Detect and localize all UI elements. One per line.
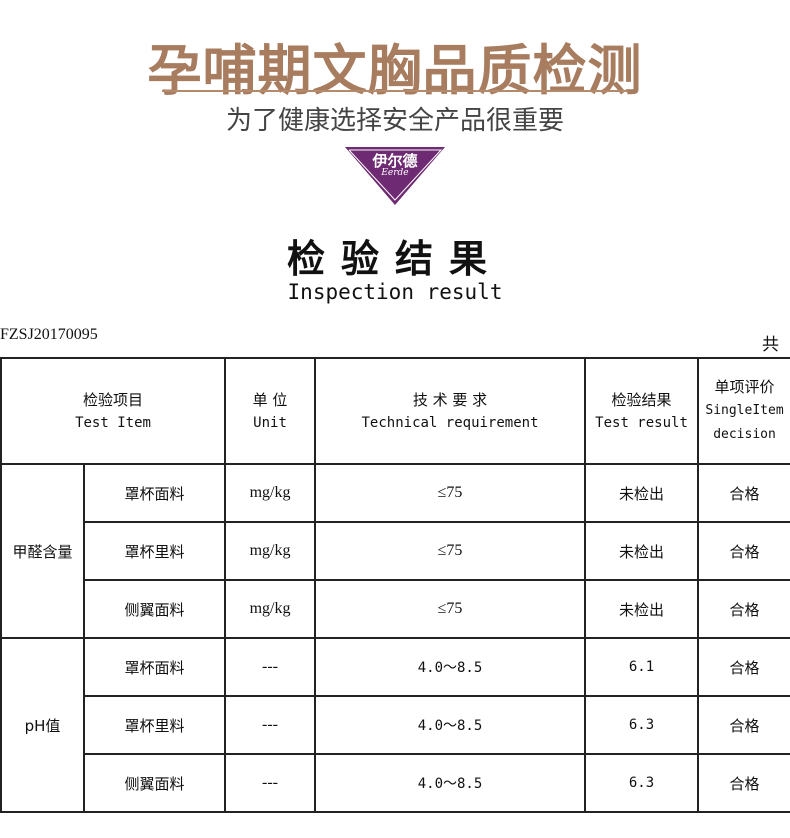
cell-result: 未检出 <box>584 579 700 639</box>
cell-decision: 合格 <box>697 695 790 755</box>
table-row: 罩杯里料 --- 4.0～8.5 6.3 合格 <box>1 695 790 755</box>
cell-result: 未检出 <box>584 521 700 581</box>
cell-item: 罩杯面料 <box>82 463 227 523</box>
table-row: pH值 罩杯面料 --- 4.0～8.5 6.1 合格 <box>0 637 790 813</box>
cell-result: 6.3 <box>584 695 700 755</box>
cell-item: 侧翼面料 <box>82 753 227 813</box>
logo-triangle-icon <box>345 147 445 205</box>
brand-name: 伊尔德 <box>372 152 418 170</box>
cell-unit: mg/kg <box>224 521 317 581</box>
cell-unit: --- <box>224 695 317 755</box>
report-heading-en: Inspection result <box>287 280 503 304</box>
cell-unit: --- <box>224 637 317 697</box>
col-header-result: 检验结果 Test result <box>584 357 700 465</box>
cell-result: 6.1 <box>584 637 700 697</box>
group-name: 甲醛含量 <box>0 463 85 639</box>
cell-item: 侧翼面料 <box>82 579 227 639</box>
brand-logo: 伊尔德 Eerde <box>345 147 445 205</box>
cell-result: 6.3 <box>584 753 700 813</box>
cell-unit: --- <box>224 753 317 813</box>
cell-unit: mg/kg <box>224 463 317 523</box>
report-heading: 检验结果 <box>286 236 503 281</box>
table-row: 侧翼面料 --- 4.0～8.5 6.3 合格 <box>1 753 790 813</box>
brand-name-en: Eerde <box>381 168 409 178</box>
col-header-requirement: 技 术 要 求 Technical requirement <box>314 357 587 465</box>
table-header-row: 检验项目 Test Item 单 位 Unit 技 术 要 求 Technical r… <box>0 357 790 465</box>
cell-requirement: 4.0～8.5 <box>314 637 587 697</box>
table-row: 侧翼面料 mg/kg ≤75 未检出 合格 <box>1 579 790 639</box>
cell-item: 罩杯里料 <box>82 695 227 755</box>
cell-decision: 合格 <box>697 521 790 581</box>
report-number: FZSJ20170095 <box>0 326 98 343</box>
cell-result: 未检出 <box>584 463 700 523</box>
group-name: pH值 <box>0 637 85 813</box>
page-title: 孕哺期文胸品质检测 <box>147 39 643 102</box>
cell-requirement: ≤75 <box>314 463 587 523</box>
cell-decision: 合格 <box>697 753 790 813</box>
cell-requirement: 4.0～8.5 <box>314 753 587 813</box>
result-table: 检验项目 Test Item 单 位 Unit 技 术 要 求 Technical r… <box>0 357 790 813</box>
cell-decision: 合格 <box>697 637 790 697</box>
cell-requirement: ≤75 <box>314 579 587 639</box>
cell-requirement: ≤75 <box>314 521 587 581</box>
col-header-item: 检验项目 Test Item <box>0 357 227 465</box>
title-divider <box>162 90 628 92</box>
page-total: 共 <box>762 335 779 355</box>
cell-requirement: 4.0～8.5 <box>314 695 587 755</box>
cell-unit: mg/kg <box>224 579 317 639</box>
cell-decision: 合格 <box>697 463 790 523</box>
page-subtitle: 为了健康选择安全产品很重要 <box>225 106 564 136</box>
table-row: 甲醛含量 罩杯面料 mg/kg ≤75 未检出 合格 <box>0 463 790 639</box>
col-header-decision: 单项评价 SingleItem decision <box>697 357 790 465</box>
cell-item: 罩杯面料 <box>82 637 227 697</box>
cell-decision: 合格 <box>697 579 790 639</box>
table-row: 罩杯里料 mg/kg ≤75 未检出 合格 <box>1 521 790 581</box>
col-header-unit: 单 位 Unit <box>224 357 317 465</box>
cell-item: 罩杯里料 <box>82 521 227 581</box>
